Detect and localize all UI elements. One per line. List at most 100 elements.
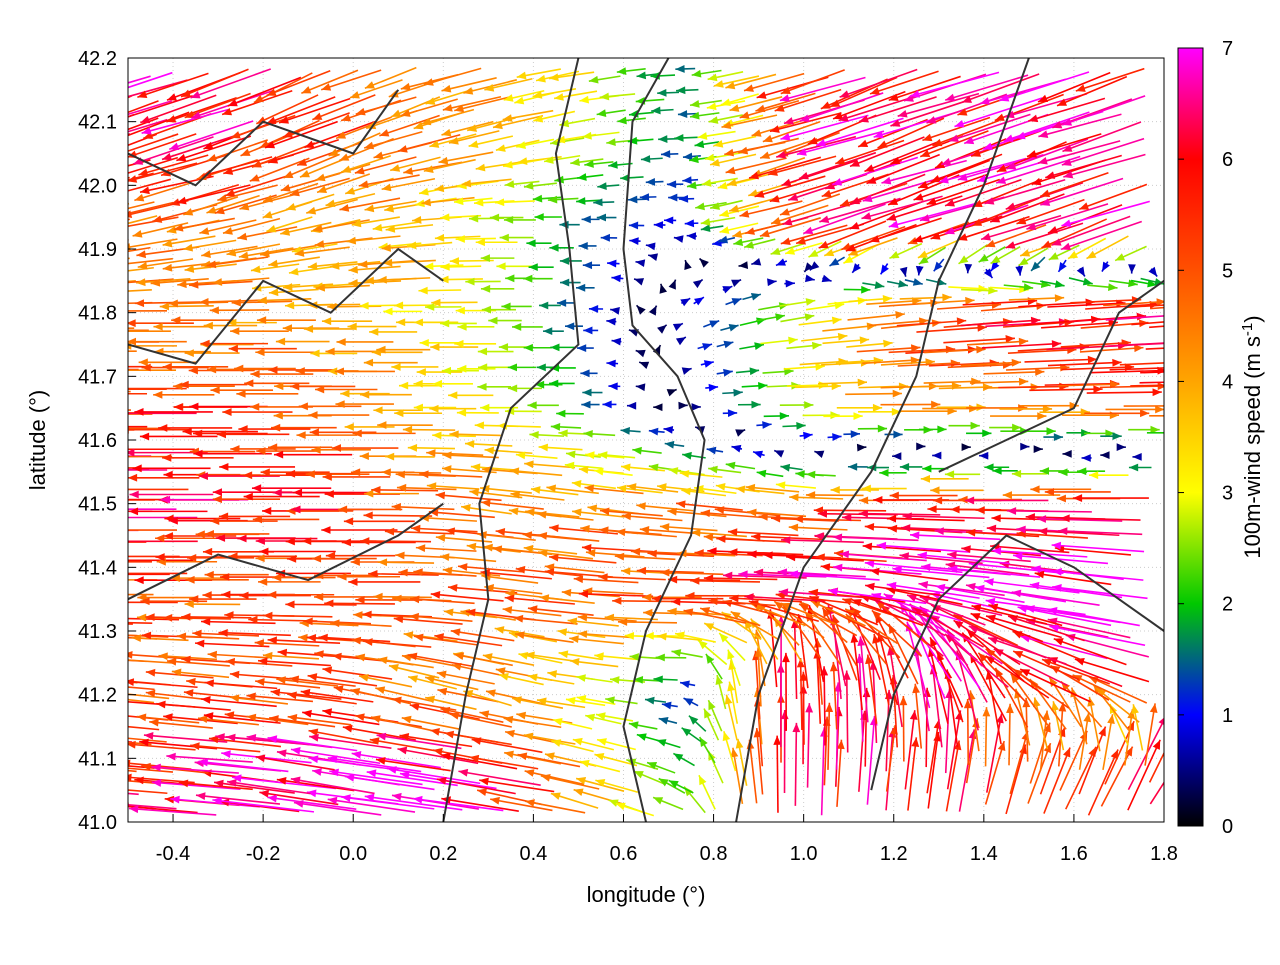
wind-arrow [627,402,636,410]
x-tick-label: 1.4 [970,843,998,865]
wind-arrow [156,701,231,710]
wind-arrow [849,295,893,303]
wind-arrow [65,599,127,607]
wind-arrow [463,690,511,706]
wind-arrow [582,389,602,397]
wind-arrow [693,280,703,289]
wind-arrow [508,384,542,392]
wind-arrow [259,548,335,556]
wind-arrow [822,322,876,330]
wind-arrow [823,412,862,420]
wind-arrow [738,401,761,409]
wind-arrow [979,247,1006,262]
wind-arrow [858,425,887,433]
wind-arrow [833,533,919,541]
wind-arrow [53,795,126,804]
y-axis-label: latitude (°) [25,390,50,491]
wind-arrow [254,73,313,103]
wind-arrow [65,219,130,234]
wind-arrow [255,348,315,356]
wind-arrow [680,298,690,306]
wind-arrow [926,278,946,286]
wind-arrow [119,486,189,494]
wind-arrow [705,384,718,392]
wind-arrow [774,450,784,457]
x-tick-label: 0.8 [700,843,728,865]
wind-arrow [723,409,737,417]
wind-arrow [694,297,704,305]
y-tick-label: 41.5 [78,494,117,516]
wind-arrow [1075,658,1149,682]
wind-arrow [648,253,658,261]
wind-arrow [1034,445,1043,453]
wind-arrow [678,402,687,410]
wind-arrow [760,337,797,345]
wind-arrow [784,280,795,288]
wind-arrow [576,674,612,682]
wind-arrow [1089,471,1129,479]
y-tick-label: 41.1 [78,748,117,770]
wind-arrow [703,320,719,327]
wind-arrow [424,160,476,173]
wind-arrow [271,424,337,432]
x-tick-label: 0.4 [519,843,547,865]
wind-arrow [837,740,845,807]
wind-arrow [900,463,922,471]
wind-arrow [57,452,138,460]
wind-arrow [322,317,372,325]
wind-arrow [181,613,251,621]
wind-arrow [611,274,623,282]
wind-arrow [671,649,702,657]
wind-arrow [739,261,749,269]
wind-arrow [701,360,714,368]
wind-arrow [657,739,681,747]
wind-arrow [391,363,438,371]
wind-arrow [332,444,399,452]
wind-arrow [481,285,514,293]
wind-arrow [577,344,594,352]
wind-arrow [125,678,198,687]
wind-arrow [805,274,815,282]
wind-arrow [843,430,860,438]
wind-arrow [699,775,715,809]
wind-arrow [582,215,600,223]
wind-arrow [512,323,543,331]
wind-arrow [1128,264,1136,273]
wind-arrow [792,723,800,806]
wind-arrow [916,443,925,451]
wind-arrow [523,275,552,283]
wind-arrow [708,72,743,81]
wind-arrow [789,524,848,532]
wind-arrow [377,421,433,429]
wind-arrow [89,720,159,730]
x-tick-label: -0.2 [246,843,280,865]
wind-arrow [727,173,775,186]
wind-arrow [581,401,599,409]
wind-arrow [583,430,615,438]
wind-arrow [773,736,781,813]
wind-arrow [965,497,1048,505]
wind-arrow [782,422,805,430]
wind-arrow [82,466,167,474]
wind-arrow [899,552,982,563]
wind-arrow [717,369,733,377]
wind-arrow [402,716,459,729]
wind-arrow [421,110,473,126]
wind-arrow [698,343,712,350]
wind-arrow [267,71,331,96]
wind-arrow [1129,464,1152,472]
wind-arrow [208,651,269,659]
wind-arrow [103,733,167,742]
wind-arrow [1020,443,1029,451]
wind-arrow [770,113,842,133]
wind-arrow [283,154,339,178]
x-tick-label: 1.6 [1060,843,1088,865]
wind-arrow [1066,747,1096,809]
wind-arrow [477,383,511,391]
wind-arrow [378,276,431,284]
wind-arrow [653,403,662,411]
wind-arrow [1079,184,1147,209]
wind-arrow [674,235,684,243]
wind-arrow [729,197,779,212]
